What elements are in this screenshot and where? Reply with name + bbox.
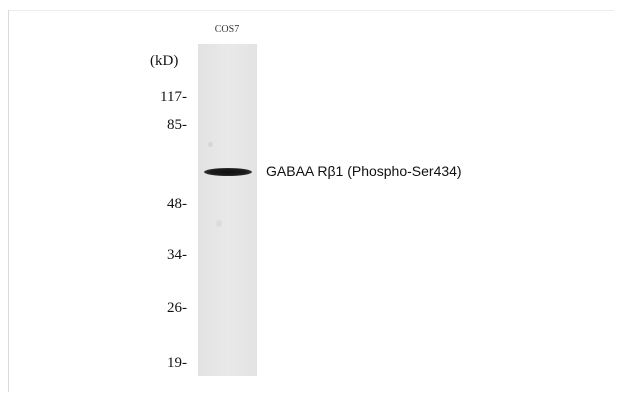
marker-48: 48- [167,196,187,212]
figure-frame-top [8,10,614,11]
marker-34: 34- [167,247,187,263]
figure-frame-left [8,10,9,392]
lane-label: COS7 [214,24,240,35]
protein-band [204,168,252,176]
marker-117: 117- [160,89,187,105]
lane-speck [216,220,222,227]
marker-26: 26- [167,300,187,316]
blot-lane [198,44,257,376]
marker-19: 19- [167,355,187,371]
band-label: GABAA Rβ1 (Phospho-Ser434) [266,163,462,179]
lane-speck [208,142,213,147]
marker-85: 85- [167,117,187,133]
unit-label: (kD) [150,53,179,69]
